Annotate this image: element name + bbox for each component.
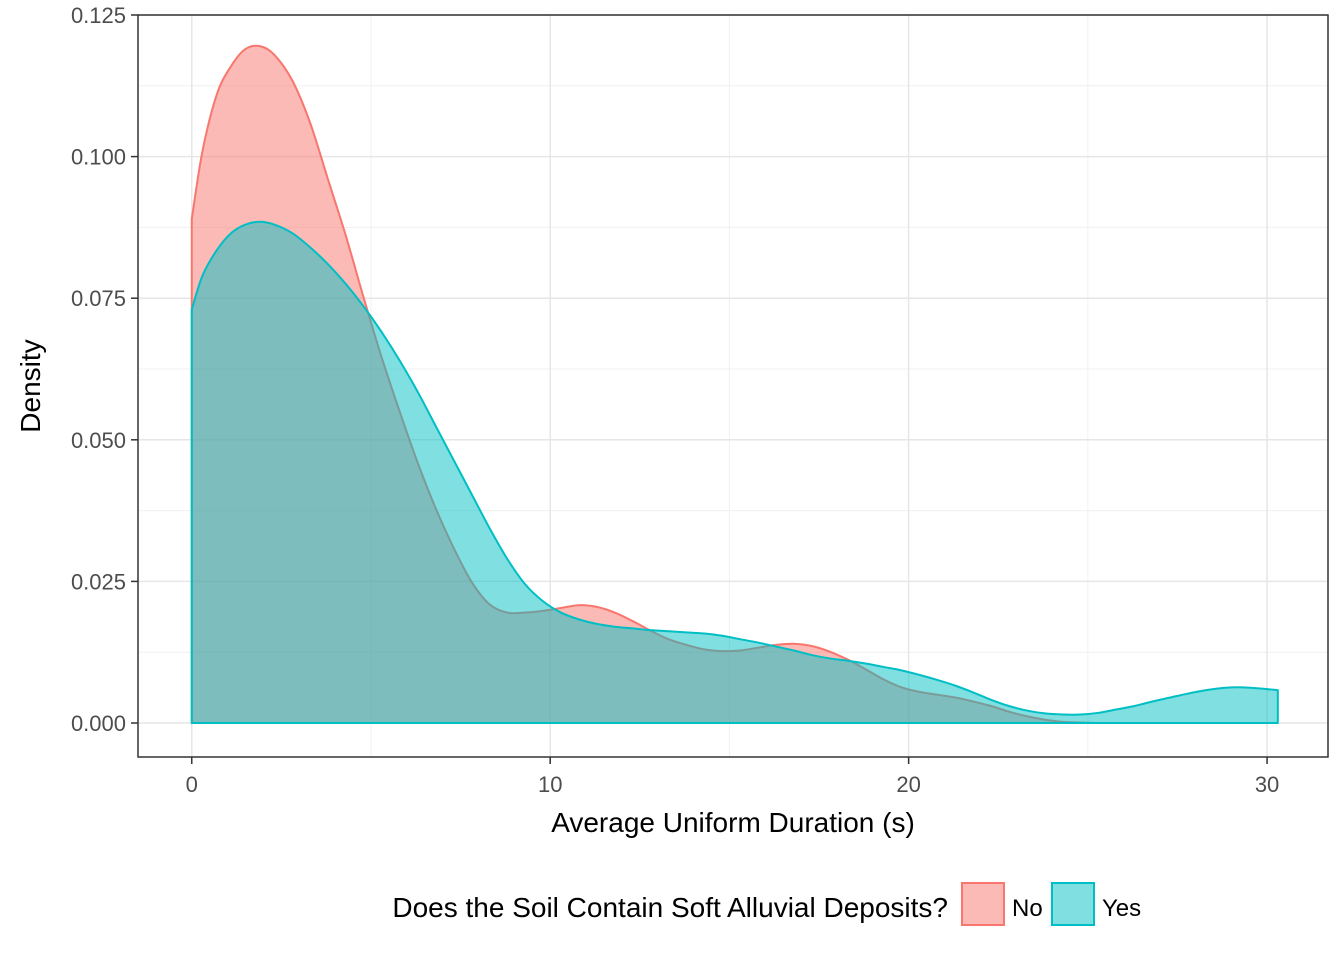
y-tick-label: 0.100 xyxy=(71,145,126,170)
y-axis-title: Density xyxy=(15,339,46,432)
legend-title: Does the Soil Contain Soft Alluvial Depo… xyxy=(392,892,948,923)
x-tick-label: 0 xyxy=(186,772,198,797)
legend-label-yes: Yes xyxy=(1102,895,1141,922)
x-tick-label: 20 xyxy=(896,772,920,797)
legend-key-yes xyxy=(1051,882,1095,926)
panel-border xyxy=(137,14,1329,758)
legend-label-no: No xyxy=(1012,895,1043,922)
x-axis-title: Average Uniform Duration (s) xyxy=(551,807,915,838)
y-tick-label: 0.050 xyxy=(71,428,126,453)
y-tick-label: 0.000 xyxy=(71,711,126,736)
x-tick-label: 30 xyxy=(1255,772,1279,797)
density-area-yes xyxy=(190,220,1279,725)
legend-key-no xyxy=(961,882,1005,926)
y-axis: 0.000 0.025 0.050 0.075 0.100 0.125 xyxy=(71,3,138,736)
legend-items: No Yes xyxy=(961,882,1141,926)
y-tick-label: 0.025 xyxy=(71,569,126,594)
y-tick-label: 0.125 xyxy=(71,3,126,28)
x-axis: 0 10 20 30 xyxy=(186,757,1279,797)
x-tick-label: 10 xyxy=(538,772,562,797)
legend: Does the Soil Contain Soft Alluvial Depo… xyxy=(392,882,1141,926)
density-series xyxy=(190,44,1279,725)
y-tick-label: 0.075 xyxy=(71,286,126,311)
